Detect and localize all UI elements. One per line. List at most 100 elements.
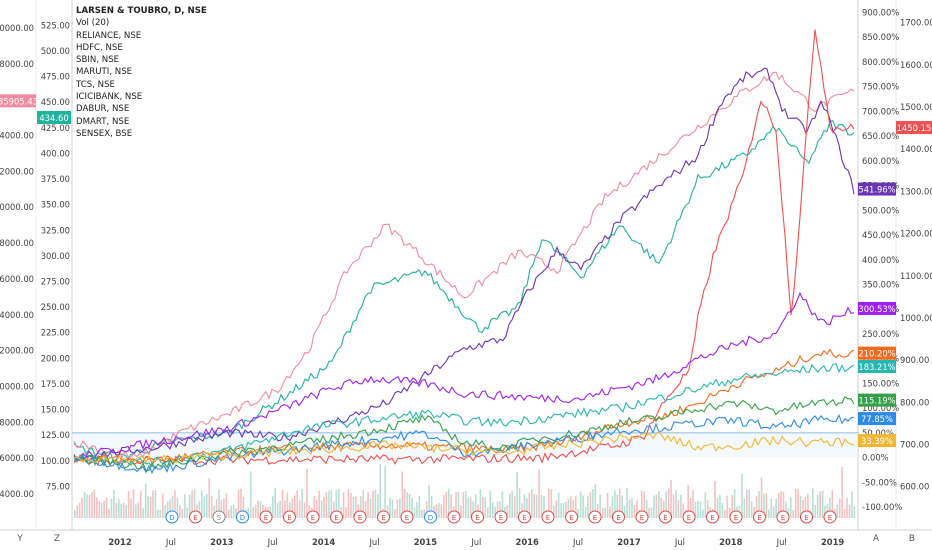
volume-bar xyxy=(174,490,176,518)
volume-bar xyxy=(523,494,526,518)
volume-bar xyxy=(616,494,619,518)
legend-item: SENSEX, BSE xyxy=(76,128,133,139)
left-axis-tick: 75.00 xyxy=(46,481,70,491)
volume-bar xyxy=(457,491,460,518)
volume-bar xyxy=(741,473,743,518)
far-right-axis-tick: 600.00 xyxy=(900,482,929,492)
volume-bar xyxy=(491,502,494,518)
volume-bar xyxy=(799,496,802,518)
volume-bar xyxy=(794,488,797,518)
volume-bar xyxy=(543,496,545,518)
far-left-axis-tick: 22000.00 xyxy=(0,346,34,356)
volume-bar xyxy=(692,489,694,518)
event-marker-label: E xyxy=(499,514,503,522)
event-marker-label: E xyxy=(757,514,761,522)
volume-bar xyxy=(479,489,482,518)
volume-bar xyxy=(416,502,418,518)
b-scale-button[interactable]: B xyxy=(908,534,916,544)
volume-bar xyxy=(579,491,582,518)
volume-bar xyxy=(284,500,286,518)
volume-bar xyxy=(421,509,423,518)
volume-bar xyxy=(93,489,96,518)
volume-bar xyxy=(499,501,501,518)
far-left-axis-tick: 40000.00 xyxy=(0,23,34,33)
volume-bar xyxy=(413,507,416,518)
volume-bar xyxy=(377,494,379,518)
volume-bar xyxy=(372,490,374,518)
volume-bar xyxy=(335,490,338,518)
far-right-price-badge: 1450.15 xyxy=(897,123,932,133)
event-marker xyxy=(612,510,625,524)
volume-bar xyxy=(257,500,259,518)
left-axis-tick: 200.00 xyxy=(41,353,70,363)
volume-bar xyxy=(540,495,543,518)
volume-bar xyxy=(389,497,391,518)
volume-bar xyxy=(161,493,164,518)
volume-bar xyxy=(191,490,193,518)
volume-bar xyxy=(435,504,438,518)
volume-bar xyxy=(276,503,279,518)
volume-bar xyxy=(853,506,856,518)
far-right-axis-tick: 700.00 xyxy=(900,440,929,450)
volume-bar xyxy=(562,503,565,518)
x-axis-tick: Jul xyxy=(267,537,278,547)
volume-bar xyxy=(157,509,159,518)
volume-bar xyxy=(851,491,853,518)
volume-bar xyxy=(682,503,685,518)
volume-bar xyxy=(232,504,235,518)
volume-bar xyxy=(152,490,154,518)
volume-bar xyxy=(279,500,281,518)
volume-bar xyxy=(750,501,753,518)
volume-bar xyxy=(225,493,228,518)
pct-axis-tick: -50.00% xyxy=(862,477,897,487)
volume-bar xyxy=(259,501,262,518)
left-axis-tick: 250.00 xyxy=(41,302,70,312)
volume-bar xyxy=(176,497,179,518)
series-line-tcs xyxy=(73,363,855,469)
volume-bar xyxy=(848,504,851,518)
volume-bar xyxy=(205,494,208,518)
volume-bar xyxy=(220,500,223,518)
pct-axis-tick: 650.00% xyxy=(862,131,899,141)
volume-bar xyxy=(494,506,496,518)
auto-scale-button[interactable]: A xyxy=(872,534,880,544)
volume-bar xyxy=(662,501,665,518)
pct-axis-tick: 0.00% xyxy=(862,453,889,463)
volume-bar xyxy=(694,502,697,518)
volume-bar xyxy=(428,484,430,518)
volume-bar xyxy=(526,498,528,518)
y-scale-button[interactable]: Y xyxy=(17,534,23,544)
volume-bar xyxy=(565,501,567,518)
far-right-axis-tick: 1000.00 xyxy=(900,313,932,323)
volume-bar xyxy=(721,503,724,518)
volume-bar xyxy=(450,494,452,518)
z-scale-button[interactable]: Z xyxy=(53,534,61,544)
event-marker xyxy=(447,510,461,524)
volume-bar xyxy=(816,495,819,518)
legend-item: SBIN, NSE xyxy=(76,55,120,66)
volume-bar xyxy=(293,495,296,518)
volume-bar xyxy=(469,498,472,518)
event-marker-label: D xyxy=(169,514,174,522)
pct-axis-tick: 600.00% xyxy=(862,156,899,166)
volume-bar xyxy=(154,490,157,518)
far-left-axis-tick: 26000.00 xyxy=(0,274,34,284)
legend: LARSEN & TOUBRO, D, NSE Vol (20) RELIANC… xyxy=(76,5,207,140)
volume-bar xyxy=(518,488,521,518)
volume-bar xyxy=(792,509,795,518)
volume-bar xyxy=(403,488,406,518)
volume-bar xyxy=(298,500,301,518)
event-marker xyxy=(729,510,743,524)
volume-bar xyxy=(171,495,174,518)
pct-axis-tick: 750.00% xyxy=(862,82,899,92)
volume-bar xyxy=(697,500,699,518)
volume-bar xyxy=(271,495,274,518)
event-marker xyxy=(800,510,813,524)
volume-bar xyxy=(775,498,777,518)
volume-bar xyxy=(362,490,364,518)
volume-bar xyxy=(223,498,225,518)
event-marker xyxy=(565,510,578,524)
x-axis-tick: Jul xyxy=(165,537,176,547)
